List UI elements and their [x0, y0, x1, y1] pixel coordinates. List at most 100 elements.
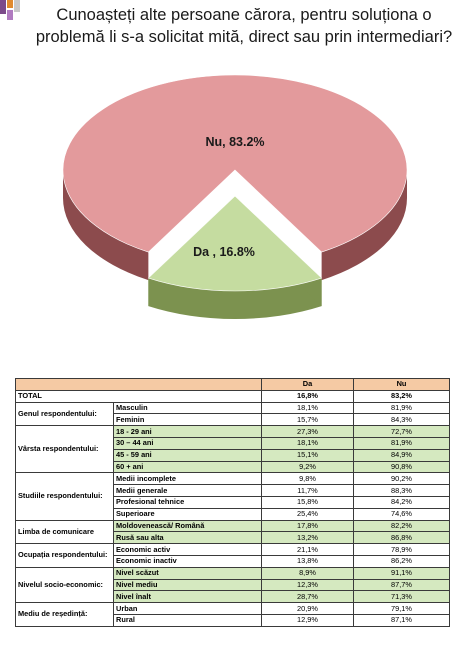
value-nu: 87,7%: [353, 578, 450, 592]
value-nu: 72,7%: [353, 425, 450, 438]
total-label: TOTAL: [15, 389, 262, 403]
table-row: Medii generale 11,7% 88,3%: [16, 484, 450, 497]
slice-da-label: Da , 16.8%: [193, 245, 255, 259]
value-da: 8,9%: [261, 566, 354, 580]
value-da: 27,3%: [261, 425, 354, 438]
value-da: 15,1%: [261, 448, 354, 462]
value-nu: 84,9%: [353, 448, 450, 462]
value-nu: 79,1%: [353, 602, 450, 615]
chart-title: Cunoașteți alte persoane cărora, pentru …: [35, 6, 453, 46]
value-nu: 84,2%: [353, 495, 450, 509]
value-nu: 78,9%: [353, 543, 450, 556]
table-row: Mediu de reședință: Urban 20,9% 79,1%: [15, 602, 450, 627]
pie-chart: Nu, 83.2% Da , 16.8%: [0, 50, 471, 350]
value-da: 20,9%: [261, 602, 354, 615]
header-nu: Nu: [353, 378, 450, 391]
value-da: 11,7%: [261, 484, 354, 497]
table-row: 45 - 59 ani 15,1% 84,9%: [16, 448, 450, 462]
value-da: 15,7%: [261, 413, 354, 427]
slice-da-side-0: [148, 278, 322, 319]
header-blank: [15, 378, 262, 391]
slice-nu-side-1: [321, 170, 407, 281]
category-label: Medii incomplete: [113, 472, 262, 486]
table-row: Nivel înalt 28,7% 71,3%: [16, 590, 450, 604]
table-row: Genul respondentului: Masculin 18,1% 81,9%: [15, 401, 450, 427]
value-da: 9,8%: [261, 472, 354, 486]
table-row: Vârsta respondentului: 18 - 29 ani 27,3% 72…: [15, 425, 450, 474]
group-label: Limba de comunicare: [15, 519, 114, 545]
category-label: Moldovenească/ Română: [113, 519, 262, 533]
value-da: 18,1%: [261, 436, 354, 450]
table-row: Ocupația respondentului: Economic activ 21…: [15, 543, 450, 568]
value-nu: 74,6%: [353, 507, 450, 521]
value-da: 21,1%: [261, 543, 354, 556]
corner-decoration: [0, 0, 26, 30]
slice-nu-side-0: [63, 170, 149, 281]
value-da: 9,2%: [261, 460, 354, 474]
category-label: Nivel scăzut: [113, 566, 262, 580]
slice-nu-label: Nu, 83.2%: [205, 135, 264, 149]
value-nu: 84,3%: [353, 413, 450, 427]
value-nu: 81,9%: [353, 436, 450, 450]
value-nu: 88,3%: [353, 484, 450, 497]
category-label: Urban: [113, 602, 262, 615]
table-row: 30 – 44 ani 18,1% 81,9%: [16, 436, 450, 450]
slice-nu: [62, 74, 408, 253]
category-label: Feminin: [113, 413, 262, 427]
value-nu: 71,3%: [353, 590, 450, 604]
table-row: 60 + ani 9,2% 90,8%: [16, 460, 450, 474]
category-label: Nivel înalt: [113, 590, 262, 604]
group-label: Vârsta respondentului:: [15, 425, 114, 474]
header-da: Da: [261, 378, 354, 391]
table-row: Economic inactiv 13,8% 86,2%: [16, 554, 450, 568]
category-label: Superioare: [113, 507, 262, 521]
table-row: Superioare 25,4% 74,6%: [16, 507, 450, 521]
value-da: 12,3%: [261, 578, 354, 592]
category-label: 30 – 44 ani: [113, 436, 262, 450]
value-nu: 90,8%: [353, 460, 450, 474]
table-row: Limba de comunicare Moldovenească/ Română…: [15, 519, 450, 545]
value-nu: 82,2%: [353, 519, 450, 533]
table-row-total: TOTAL 16,8% 83,2%: [15, 389, 450, 403]
slice-da: [147, 195, 323, 292]
table-row: Nivel mediu 12,3% 87,7%: [16, 578, 450, 592]
category-label: Rural: [113, 613, 262, 627]
group-label: Genul respondentului:: [15, 401, 114, 427]
breakdown-table: Da Nu TOTAL 16,8% 83,2% Genul respondentulu…: [15, 378, 450, 627]
value-da: 13,8%: [261, 554, 354, 568]
table-row: Rural 12,9% 87,1%: [16, 613, 450, 627]
category-label: 60 + ani: [113, 460, 262, 474]
category-label: 18 - 29 ani: [113, 425, 262, 438]
value-nu: 86,2%: [353, 554, 450, 568]
group-label: Ocupația respondentului:: [15, 543, 114, 568]
category-label: Profesional tehnice: [113, 495, 262, 509]
value-da: 18,1%: [261, 401, 354, 415]
category-label: 45 - 59 ani: [113, 448, 262, 462]
category-label: Economic inactiv: [113, 554, 262, 568]
group-label: Nivelul socio-economic:: [15, 566, 114, 604]
value-da: 28,7%: [261, 590, 354, 604]
table-header-row: Da Nu: [15, 378, 450, 391]
table-row: Studiile respondentului: Medii incomplete…: [15, 472, 450, 521]
total-nu: 83,2%: [353, 389, 450, 403]
value-da: 25,4%: [261, 507, 354, 521]
category-label: Nivel mediu: [113, 578, 262, 592]
category-label: Masculin: [113, 401, 262, 415]
group-label: Mediu de reședință:: [15, 602, 114, 627]
category-label: Rusă sau alta: [113, 531, 262, 545]
value-nu: 81,9%: [353, 401, 450, 415]
table-row: Feminin 15,7% 84,3%: [16, 413, 450, 427]
total-da: 16,8%: [261, 389, 354, 403]
category-label: Medii generale: [113, 484, 262, 497]
value-da: 15,8%: [261, 495, 354, 509]
table-row: Profesional tehnice 15,8% 84,2%: [16, 495, 450, 509]
value-da: 13,2%: [261, 531, 354, 545]
value-da: 12,9%: [261, 613, 354, 627]
value-nu: 87,1%: [353, 613, 450, 627]
value-da: 17,8%: [261, 519, 354, 533]
value-nu: 91,1%: [353, 566, 450, 580]
value-nu: 86,8%: [353, 531, 450, 545]
value-nu: 90,2%: [353, 472, 450, 486]
table-row: Nivelul socio-economic: Nivel scăzut 8,9% 9…: [15, 566, 450, 604]
category-label: Economic activ: [113, 543, 262, 556]
